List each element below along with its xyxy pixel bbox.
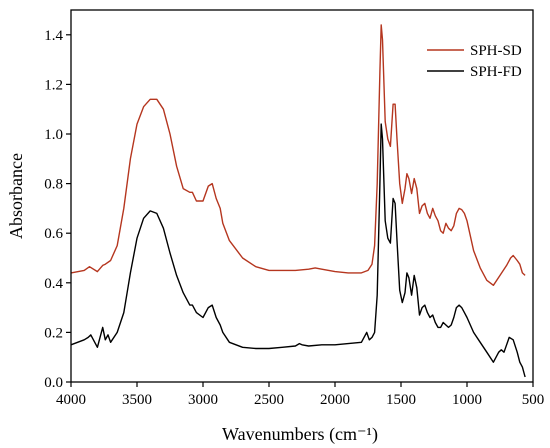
legend-label-sph-fd: SPH-FD — [470, 64, 522, 80]
y-tick-label: 1.0 — [44, 127, 63, 143]
x-tick-label: 3000 — [188, 392, 218, 408]
legend-label-sph-sd: SPH-SD — [470, 43, 522, 59]
y-tick-label: 0.4 — [44, 276, 63, 292]
plot-frame — [70, 9, 534, 383]
y-axis-title: Absorbance — [6, 153, 26, 239]
y-tick-label: 0.8 — [44, 177, 63, 193]
y-tick-label: 0.6 — [44, 226, 63, 242]
y-tick-label: 1.2 — [44, 77, 63, 93]
x-tick-label: 1000 — [452, 392, 482, 408]
series-line-sph-sd — [70, 24, 526, 286]
y-tick-label: 1.4 — [44, 28, 63, 44]
y-tick-label: 0.2 — [44, 325, 63, 341]
x-axis-title: Wavenumbers (cm⁻¹) — [222, 424, 378, 445]
x-tick-label: 1500 — [386, 392, 416, 408]
x-tick-label: 2000 — [320, 392, 350, 408]
x-tick-label: 4000 — [56, 392, 86, 408]
x-tick-label: 3500 — [122, 392, 152, 408]
legend: SPH-SD SPH-FD — [427, 43, 522, 80]
x-tick-label: 500 — [522, 392, 545, 408]
ticks-layer: 4000 3500 3000 2500 2000 1500 1000 500 0.0 0.2 0.4… — [44, 28, 544, 408]
x-tick-label: 2500 — [254, 392, 284, 408]
y-tick-label: 0.0 — [44, 375, 63, 391]
axes-layer — [70, 9, 534, 383]
series-layer — [70, 24, 526, 378]
series-line-sph-fd — [70, 123, 526, 378]
